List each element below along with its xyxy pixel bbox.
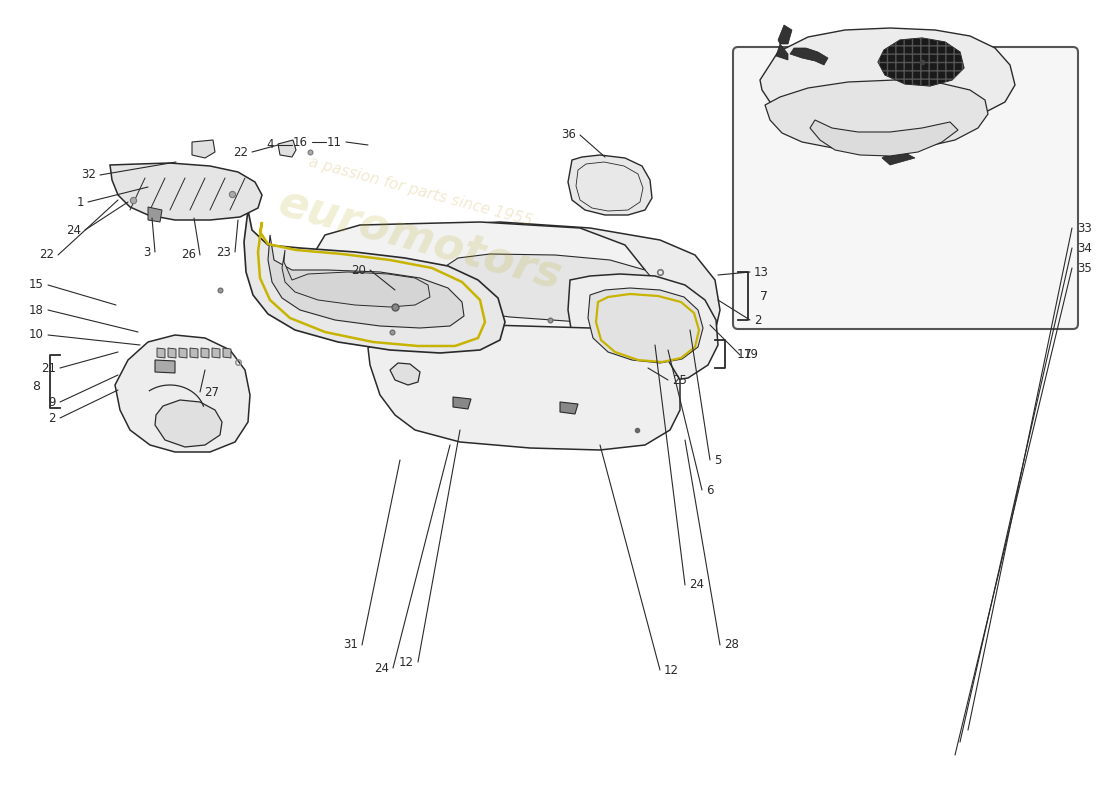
Polygon shape: [268, 235, 464, 328]
Text: 36: 36: [561, 129, 576, 142]
Polygon shape: [862, 124, 896, 152]
Polygon shape: [776, 44, 788, 60]
Polygon shape: [568, 274, 718, 382]
Polygon shape: [568, 155, 652, 215]
Polygon shape: [157, 348, 165, 358]
Text: 22: 22: [39, 249, 54, 262]
Text: 5: 5: [714, 454, 722, 466]
Polygon shape: [453, 397, 471, 409]
Text: 24: 24: [66, 223, 81, 237]
Polygon shape: [168, 348, 176, 358]
Text: 17: 17: [737, 347, 752, 361]
Text: 15: 15: [29, 278, 44, 291]
Text: 33: 33: [1077, 222, 1091, 234]
Polygon shape: [368, 325, 680, 450]
Text: 7: 7: [760, 290, 768, 302]
Text: a passion for parts since 1955: a passion for parts since 1955: [307, 155, 534, 229]
Text: 24: 24: [689, 578, 704, 591]
Text: 27: 27: [204, 386, 219, 398]
Polygon shape: [148, 207, 162, 222]
Text: 19: 19: [744, 349, 759, 362]
Polygon shape: [310, 222, 654, 345]
Text: 1: 1: [77, 195, 84, 209]
Text: 11: 11: [327, 135, 342, 149]
Text: 10: 10: [29, 329, 44, 342]
Text: 35: 35: [1077, 262, 1091, 274]
Polygon shape: [244, 210, 505, 353]
Text: 3: 3: [144, 246, 151, 258]
Text: 31: 31: [343, 638, 358, 651]
Polygon shape: [790, 48, 828, 65]
Text: 12: 12: [399, 655, 414, 669]
Polygon shape: [278, 140, 296, 157]
Polygon shape: [212, 348, 220, 358]
Polygon shape: [116, 335, 250, 452]
Text: 13: 13: [754, 266, 769, 278]
Polygon shape: [588, 288, 703, 363]
Polygon shape: [878, 38, 964, 86]
Polygon shape: [760, 28, 1015, 127]
Polygon shape: [438, 254, 660, 322]
Text: 2: 2: [754, 314, 761, 326]
Polygon shape: [223, 348, 231, 358]
Polygon shape: [155, 360, 175, 373]
Text: 2: 2: [48, 411, 56, 425]
Text: 25: 25: [672, 374, 686, 386]
Text: 22: 22: [233, 146, 248, 158]
Polygon shape: [764, 80, 988, 150]
Text: 12: 12: [664, 663, 679, 677]
Text: euromotors: euromotors: [274, 182, 566, 298]
Text: 28: 28: [724, 638, 739, 651]
Polygon shape: [778, 25, 792, 44]
Polygon shape: [560, 402, 578, 414]
Text: 16: 16: [293, 135, 308, 149]
Polygon shape: [395, 222, 720, 355]
Text: 34: 34: [1077, 242, 1092, 254]
Polygon shape: [155, 400, 222, 447]
FancyBboxPatch shape: [733, 47, 1078, 329]
Ellipse shape: [424, 297, 437, 307]
Text: 32: 32: [81, 169, 96, 182]
Polygon shape: [390, 363, 420, 385]
Text: 20: 20: [351, 263, 366, 277]
Text: 21: 21: [41, 362, 56, 374]
Text: 26: 26: [182, 249, 196, 262]
Text: 23: 23: [216, 246, 231, 258]
Polygon shape: [192, 140, 215, 158]
Polygon shape: [882, 148, 915, 165]
Polygon shape: [201, 348, 209, 358]
Text: 4: 4: [266, 138, 274, 151]
Polygon shape: [179, 348, 187, 358]
Polygon shape: [110, 163, 262, 220]
Text: 9: 9: [48, 395, 56, 409]
Polygon shape: [810, 120, 958, 156]
Polygon shape: [190, 348, 198, 358]
Polygon shape: [282, 250, 430, 307]
Text: 6: 6: [706, 483, 714, 497]
Text: 24: 24: [374, 662, 389, 674]
Text: 18: 18: [29, 303, 44, 317]
Text: 8: 8: [32, 380, 40, 393]
